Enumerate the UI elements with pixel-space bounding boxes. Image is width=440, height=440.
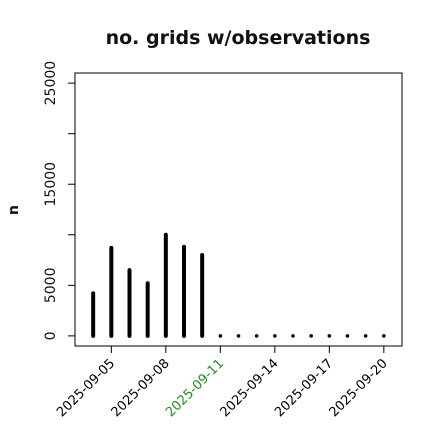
y-axis: 0 5000 15000 25000 [43, 61, 75, 340]
zero-point [273, 334, 277, 338]
x-tick-label: 2025-09-20 [327, 356, 391, 420]
y-tick-label: 0 [43, 331, 59, 340]
zero-point [254, 334, 259, 338]
y-tick-label: 25000 [43, 61, 59, 106]
plot-frame [74, 72, 403, 347]
zero-point [363, 334, 368, 338]
y-axis-label: n [6, 205, 22, 215]
zero-point [291, 334, 295, 338]
chart-title: no. grids w/observations [106, 27, 371, 49]
zero-point [236, 334, 241, 338]
zero-point [218, 334, 223, 338]
bars [91, 232, 386, 338]
zero-point [309, 334, 313, 338]
zero-point [382, 334, 386, 338]
x-axis: 2025-09-052025-09-082025-09-112025-09-14… [54, 346, 391, 420]
zero-point [327, 334, 332, 338]
zero-point [345, 334, 350, 338]
y-tick-label: 5000 [43, 268, 59, 304]
y-tick-label: 15000 [43, 162, 59, 207]
